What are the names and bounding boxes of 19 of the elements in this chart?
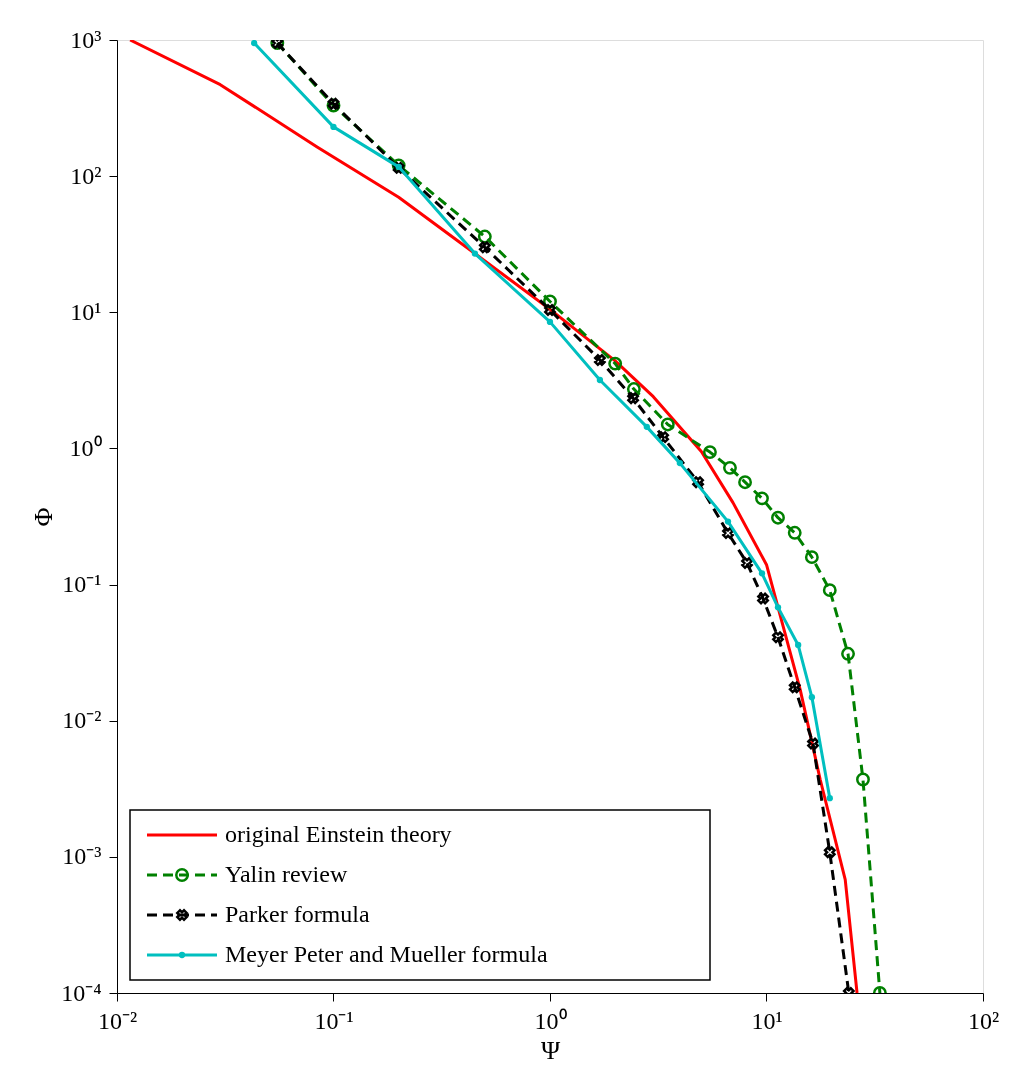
y-tick-label: 10² xyxy=(70,162,102,189)
legend-label: Parker formula xyxy=(225,901,370,927)
x-tick-label: 10⁻² xyxy=(97,1007,138,1034)
y-tick-label: 10⁻⁴ xyxy=(61,979,102,1006)
x-tick-label: 10¹ xyxy=(751,1007,783,1034)
y-tick-label: 10¹ xyxy=(70,298,102,325)
x-tick-label: 10⁰ xyxy=(534,1007,567,1034)
x-tick-label: 10² xyxy=(967,1007,1000,1034)
x-axis-title: Ψ xyxy=(540,1035,561,1065)
y-axis-title: Φ xyxy=(29,507,59,527)
y-tick-label: 10⁻² xyxy=(62,707,102,734)
legend-label: original Einstein theory xyxy=(225,821,452,847)
legend-label: Yalin review xyxy=(225,861,348,887)
x-tick-label: 10⁻¹ xyxy=(314,1007,354,1034)
y-tick-label: 10⁻¹ xyxy=(62,571,102,598)
y-tick-label: 10⁰ xyxy=(69,434,102,461)
y-tick-label: 10⁻³ xyxy=(62,843,102,870)
y-tick-label: 10³ xyxy=(70,26,102,53)
legend-label: Meyer Peter and Mueller formula xyxy=(225,941,548,967)
